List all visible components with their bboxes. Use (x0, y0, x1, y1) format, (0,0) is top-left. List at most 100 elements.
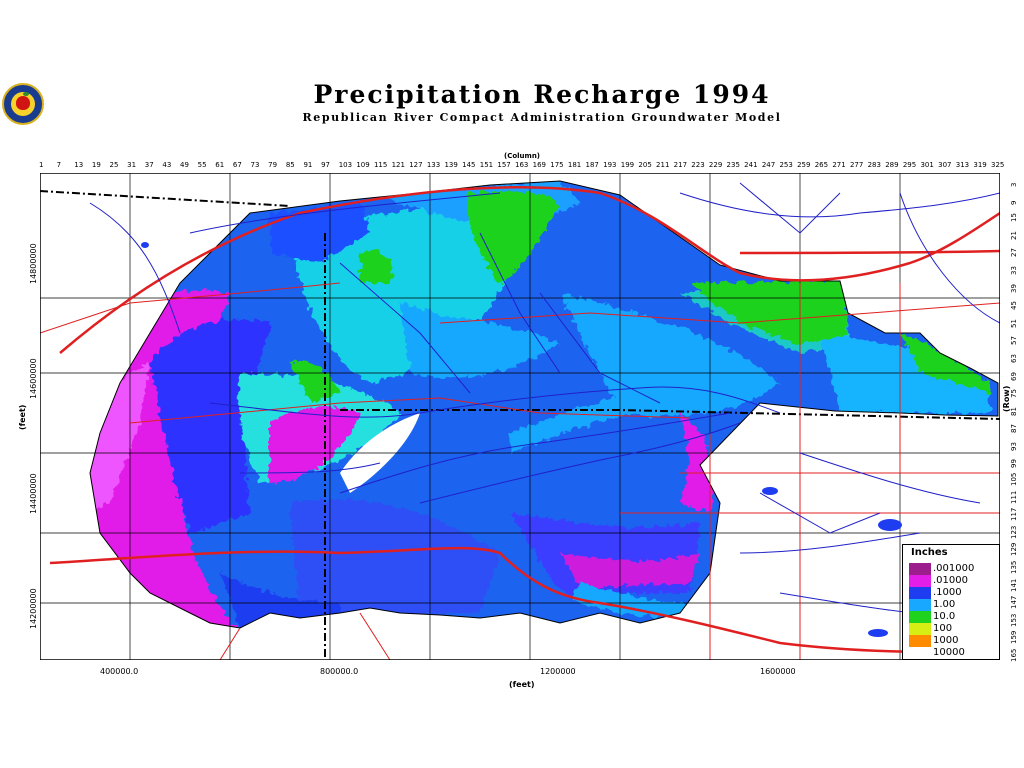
row-tick: 9 (1010, 200, 1018, 205)
column-tick: 187 (585, 161, 599, 169)
column-tick: 175 (550, 161, 564, 169)
left-axis-label: (feet) (18, 404, 27, 430)
column-tick: 13 (74, 161, 84, 169)
legend-swatch (909, 587, 931, 599)
reservoirs (141, 242, 902, 637)
easting-tick: 1600000 (760, 667, 796, 676)
column-tick: 265 (814, 161, 829, 169)
legend-swatch (909, 647, 931, 659)
column-tick: 181 (567, 161, 582, 169)
row-tick: 141 (1010, 578, 1018, 592)
northing-tick: 14800000 (29, 243, 38, 284)
legend-value: 1000 (933, 635, 959, 646)
row-tick: 93 (1010, 441, 1018, 451)
column-tick: 241 (744, 161, 758, 169)
right-axis-label: (Row) (1002, 385, 1011, 412)
apple-icon (16, 96, 30, 110)
top-axis-label: (Column) (504, 152, 541, 160)
column-tick: 271 (832, 161, 846, 169)
column-tick: 25 (109, 161, 119, 169)
row-tick: 51 (1010, 318, 1018, 328)
column-tick: 133 (426, 161, 441, 169)
row-tick: 75 (1010, 389, 1018, 399)
column-tick: 169 (532, 161, 546, 169)
column-tick: 37 (144, 161, 154, 169)
legend: Inches .001000.01000.1000 1.00 10.0 100 1000… (902, 544, 1000, 660)
row-tick: 15 (1010, 213, 1018, 223)
row-tick: 45 (1010, 301, 1018, 311)
legend-entry: 100 (909, 623, 952, 635)
legend-entry: .1000 (909, 587, 962, 599)
row-tick: 123 (1010, 525, 1018, 539)
column-tick: 145 (462, 161, 476, 169)
row-tick: 33 (1010, 266, 1018, 275)
northing-tick: 14200000 (29, 588, 38, 629)
column-tick: 199 (620, 161, 635, 169)
easting-tick: 1200000 (540, 667, 576, 676)
easting-tick: 800000.0 (320, 667, 359, 676)
row-tick: 21 (1010, 230, 1018, 240)
row-tick: 63 (1010, 354, 1018, 363)
column-tick: 259 (797, 161, 811, 169)
column-tick: 223 (691, 161, 705, 169)
row-tick: 147 (1010, 595, 1018, 610)
column-tick: 289 (885, 161, 899, 169)
legend-entry: .001000 (909, 563, 974, 575)
column-tick: 211 (656, 161, 670, 169)
legend-entry: 1000 (909, 635, 958, 647)
legend-value: 1.00 (933, 599, 956, 610)
column-tick: 115 (373, 161, 388, 169)
legend-value: 10.0 (933, 611, 956, 622)
agency-logo (2, 83, 44, 125)
row-tick: 57 (1010, 336, 1018, 346)
column-tick: 7 (56, 161, 62, 169)
legend-entry: 1.00 (909, 599, 955, 611)
column-tick: 247 (761, 161, 776, 169)
row-tick: 111 (1010, 490, 1018, 504)
row-tick: 165 (1010, 648, 1018, 662)
column-tick: 307 (938, 161, 952, 169)
column-tick: 253 (779, 161, 793, 169)
river-network (89, 182, 1000, 619)
recharge-map (40, 173, 1000, 660)
row-tick: 81 (1010, 406, 1018, 416)
column-tick: 43 (162, 161, 172, 169)
column-tick: 91 (303, 161, 313, 169)
column-tick: 79 (268, 161, 278, 169)
column-tick: 85 (285, 161, 295, 169)
column-tick: 55 (197, 161, 207, 169)
column-tick: 49 (180, 161, 189, 169)
leaf-icon (23, 92, 29, 96)
legend-value: .1000 (933, 587, 962, 598)
column-tick: 97 (321, 161, 330, 169)
column-tick: 163 (515, 161, 529, 169)
row-tick: 3 (1010, 182, 1018, 187)
legend-swatch (909, 635, 931, 647)
legend-value: .001000 (933, 563, 975, 574)
bottom-axis-label: (feet) (509, 680, 535, 689)
column-tick: 151 (479, 161, 494, 169)
legend-swatch (909, 611, 931, 623)
column-tick: 19 (91, 161, 101, 169)
column-tick: 139 (444, 161, 458, 169)
row-tick: 159 (1010, 631, 1018, 645)
column-tick: 109 (356, 161, 370, 169)
state-lines (40, 190, 1000, 660)
legend-value: 100 (933, 623, 953, 634)
column-tick: 295 (902, 161, 917, 169)
legend-title: Inches (911, 547, 948, 558)
column-tick: 313 (955, 161, 970, 169)
column-tick: 73 (250, 161, 260, 169)
column-tick: 121 (391, 161, 405, 169)
column-tick: 325 (991, 161, 1005, 169)
column-tick: 127 (409, 161, 423, 169)
legend-value: .01000 (933, 575, 968, 586)
column-tick: 67 (232, 161, 242, 169)
row-tick: 99 (1010, 459, 1018, 469)
column-tick: 283 (867, 161, 881, 169)
row-tick: 105 (1010, 472, 1018, 487)
column-tick: 193 (603, 161, 617, 169)
column-tick: 319 (973, 161, 987, 169)
easting-tick: 400000.0 (100, 667, 139, 676)
row-tick: 27 (1010, 248, 1018, 258)
